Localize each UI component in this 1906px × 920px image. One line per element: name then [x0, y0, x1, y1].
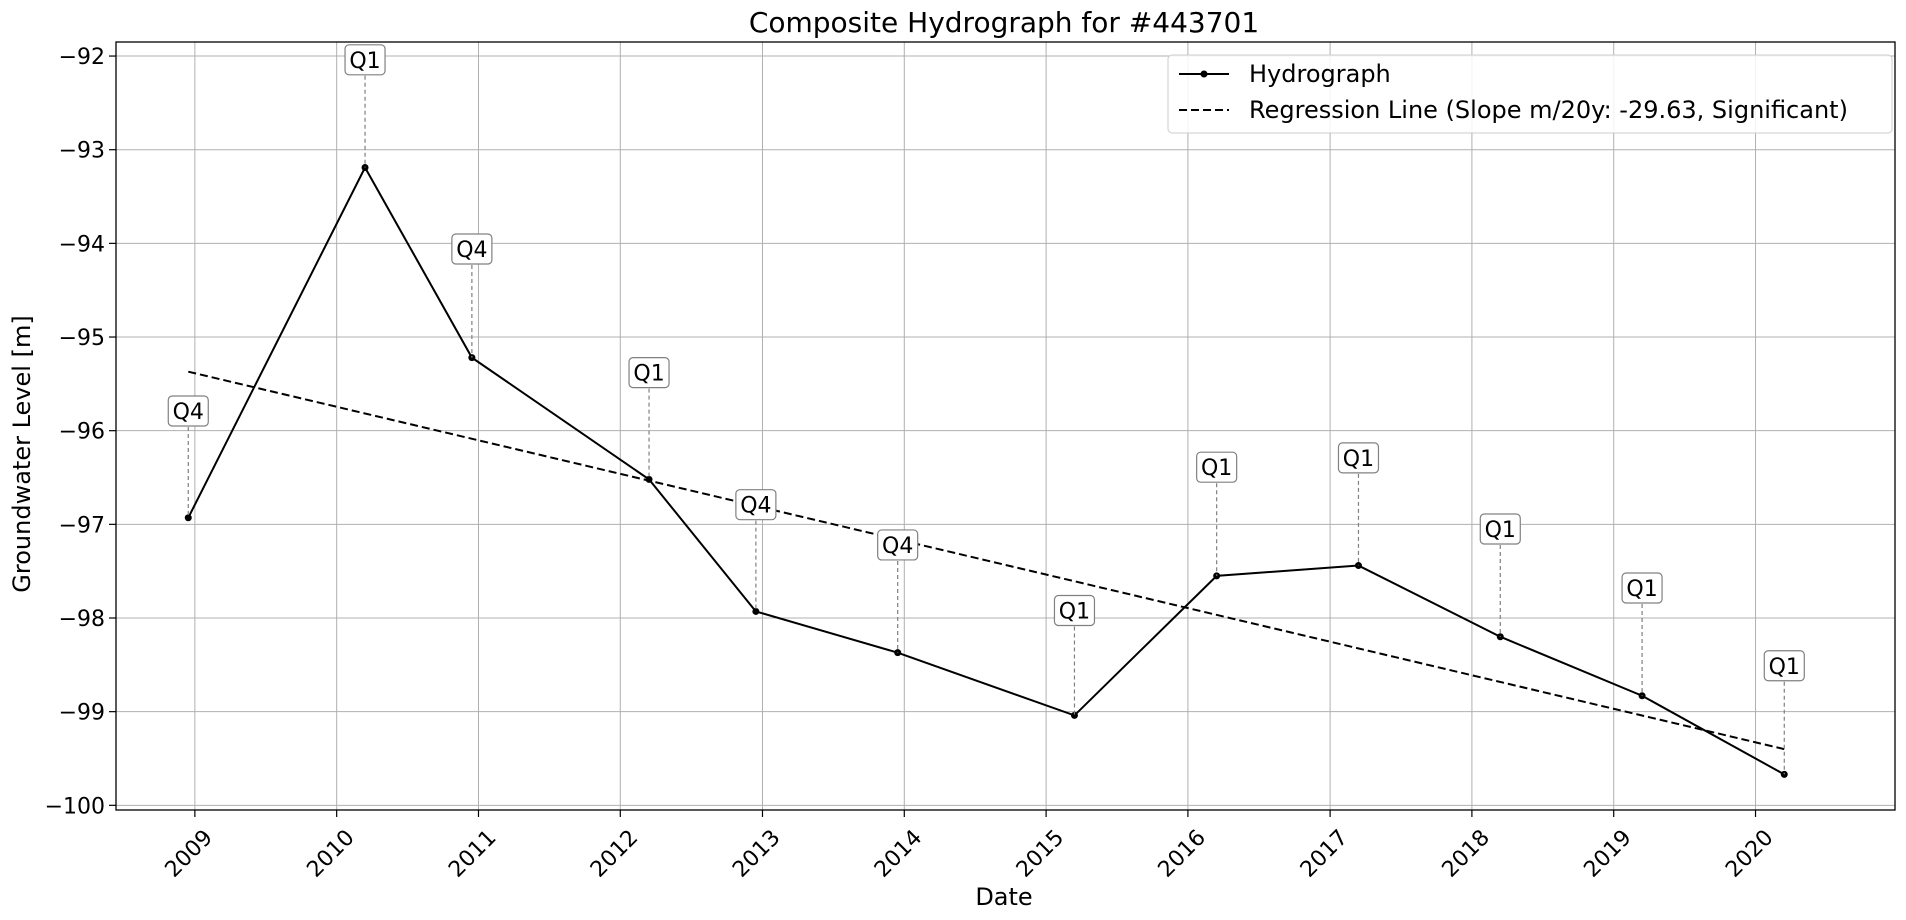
hydrograph-line — [187, 165, 1785, 776]
annotation-label: Q4 — [456, 238, 487, 263]
y-tick-label: −96 — [59, 420, 105, 445]
x-tick-label: 2018 — [1438, 825, 1495, 882]
legend-box — [1167, 54, 1893, 134]
annotation-box — [1053, 594, 1096, 627]
chart-title: Composite Hydrograph for #443701 — [749, 6, 1259, 39]
legend: Hydrograph Regression Line (Slope m/20y:… — [1167, 54, 1893, 134]
annotation-box — [1337, 442, 1380, 474]
y-tick-label: −92 — [59, 45, 105, 70]
x-tick-label: 2015 — [1012, 825, 1069, 882]
annotation-label: Q1 — [1201, 456, 1232, 481]
annotation-label: Q1 — [1769, 655, 1800, 680]
annotation-box — [1479, 513, 1521, 545]
x-tick-label: 2012 — [586, 825, 643, 882]
regression-line — [188, 370, 1785, 751]
x-tick-label: 2013 — [728, 825, 785, 882]
x-tick-label: 2009 — [161, 825, 218, 882]
hydrograph-point — [752, 607, 760, 615]
y-tick-label: −94 — [59, 232, 105, 257]
grid — [116, 42, 1895, 810]
y-axis-ticks: −92 −93 −94 −95 −96 −97 −98 −99 −100 — [45, 45, 116, 819]
annotation-box — [451, 233, 493, 265]
annotation-box — [628, 357, 670, 389]
x-tick-label: 2019 — [1579, 825, 1636, 882]
x-axis-ticks: 2009 2010 2011 2012 2013 2014 2015 2016 2017 2018… — [161, 810, 1779, 883]
annotation-label: Q1 — [1626, 577, 1657, 602]
y-tick-label: −100 — [45, 794, 105, 819]
annotation-label: Q1 — [633, 362, 664, 387]
annotation-box — [344, 44, 386, 76]
x-tick-label: 2017 — [1296, 825, 1353, 882]
hydrograph-point — [184, 514, 192, 522]
annotation-label: Q1 — [1059, 600, 1090, 625]
legend-regression-label: Regression Line (Slope m/20y: -29.63, Si… — [1249, 96, 1848, 124]
y-tick-label: −99 — [59, 701, 105, 726]
annotation-label: Q1 — [1343, 447, 1374, 472]
annotation-box — [735, 489, 777, 521]
legend-hydrograph-marker — [1200, 70, 1208, 78]
hydrograph-point — [1070, 711, 1078, 719]
y-tick-label: −93 — [59, 139, 105, 164]
annotation-label: Q1 — [1485, 518, 1516, 543]
x-tick-label: 2014 — [870, 825, 927, 882]
x-tick-label: 2016 — [1154, 825, 1211, 882]
plot-series — [184, 164, 1788, 778]
annotation-box — [167, 395, 209, 427]
x-axis-label: Date — [975, 883, 1032, 911]
annotation-box — [877, 529, 919, 561]
y-tick-label: −97 — [59, 513, 105, 538]
annotation-label: Q4 — [882, 534, 913, 559]
hydrograph-point — [645, 475, 653, 483]
y-tick-label: −98 — [59, 607, 105, 632]
x-tick-label: 2020 — [1721, 825, 1778, 882]
annotation-label: Q1 — [349, 49, 380, 74]
y-axis-label: Groundwater Level [m] — [8, 315, 36, 592]
x-tick-label: 2010 — [302, 825, 359, 882]
x-tick-label: 2011 — [444, 825, 501, 882]
quarter-annotations: Q4 Q1 Q4 Q1 Q4 Q4 Q1 Q1 Q1 Q1 Q1 Q1 — [167, 44, 1805, 775]
annotation-box — [1196, 451, 1238, 483]
annotation-box — [1763, 650, 1805, 682]
annotation-label: Q4 — [173, 400, 204, 425]
legend-hydrograph-label: Hydrograph — [1249, 60, 1391, 88]
annotation-box — [1621, 572, 1663, 604]
y-tick-label: −95 — [59, 326, 105, 351]
plot-frame — [115, 41, 1896, 811]
annotation-label: Q4 — [740, 494, 771, 519]
